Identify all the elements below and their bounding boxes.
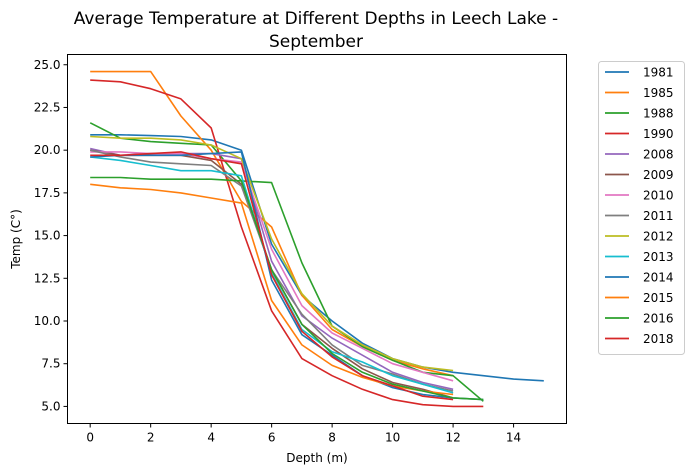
x-tick-label: 12 — [445, 431, 460, 445]
y-tick-label: 17.5 — [34, 186, 61, 200]
legend-label-2015: 2015 — [643, 291, 674, 305]
legend: 1981 1985 1988 1990 2008 2009 2010 2011 2012 2013… — [598, 61, 685, 355]
series-line-2012 — [90, 135, 454, 372]
legend-frame — [598, 61, 685, 355]
y-tick-label: 15.0 — [34, 229, 61, 243]
x-tick-label: 10 — [385, 431, 400, 445]
x-axis-label: Depth (m) — [286, 451, 347, 465]
legend-label-2016: 2016 — [643, 312, 674, 326]
legend-label-2009: 2009 — [643, 168, 674, 182]
y-tick-label: 10.0 — [34, 314, 61, 328]
x-axis-ticks: 0 2 4 6 8 10 12 14 — [86, 423, 521, 445]
legend-label-2013: 2013 — [643, 250, 674, 264]
y-tick-label: 20.0 — [34, 143, 61, 157]
legend-label-2010: 2010 — [643, 189, 674, 203]
series-line-1985 — [90, 70, 454, 377]
x-tick-label: 4 — [207, 431, 215, 445]
legend-label-2018: 2018 — [643, 332, 674, 346]
series-line-2014 — [90, 151, 484, 401]
y-tick-label: 25.0 — [34, 58, 61, 72]
plot-lines — [89, 70, 544, 408]
legend-label-1985: 1985 — [643, 86, 674, 100]
y-tick-label: 12.5 — [34, 271, 61, 285]
y-tick-label: 7.5 — [41, 357, 60, 371]
chart-title-line2: September — [269, 32, 363, 52]
x-tick-label: 2 — [147, 431, 155, 445]
y-tick-label: 22.5 — [34, 100, 61, 114]
legend-label-1990: 1990 — [643, 127, 674, 141]
legend-label-2012: 2012 — [643, 230, 674, 244]
legend-label-1981: 1981 — [643, 66, 674, 80]
series-line-2010 — [90, 151, 454, 382]
legend-label-1988: 1988 — [643, 107, 674, 121]
x-tick-label: 8 — [328, 431, 336, 445]
y-tick-label: 5.0 — [41, 399, 60, 413]
series-line-1990 — [90, 79, 484, 408]
legend-label-2014: 2014 — [643, 271, 674, 285]
y-axis-ticks: 5.0 7.5 10.0 12.5 15.0 17.5 20.0 22.5 25.0 — [34, 58, 68, 413]
legend-label-2008: 2008 — [643, 148, 674, 162]
x-tick-label: 14 — [506, 431, 521, 445]
x-tick-label: 0 — [86, 431, 94, 445]
series-line-2016 — [90, 176, 484, 401]
x-tick-label: 6 — [268, 431, 276, 445]
chart-title-line1: Average Temperature at Different Depths … — [74, 9, 558, 29]
plot-area-frame — [67, 54, 567, 424]
y-axis-label: Temp (C°) — [9, 209, 23, 270]
series-line-2018 — [90, 151, 454, 401]
series-line-1981 — [90, 134, 544, 382]
legend-label-2011: 2011 — [643, 209, 674, 223]
